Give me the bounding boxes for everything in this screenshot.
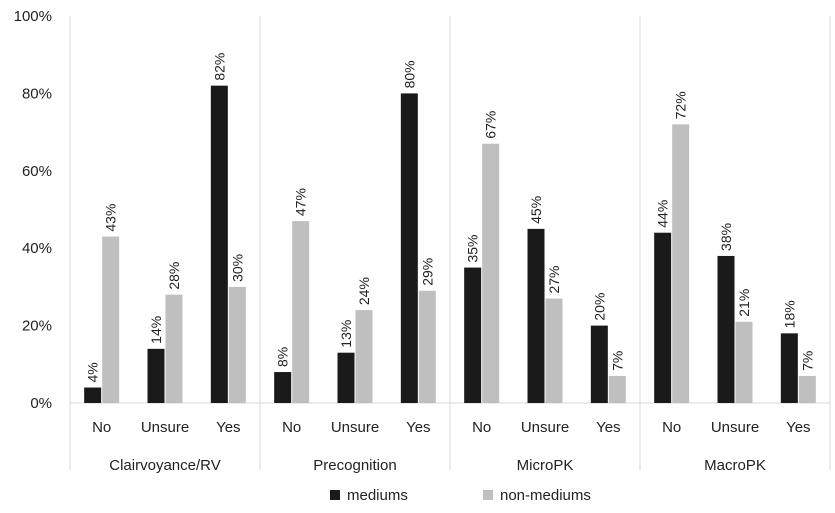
data-label: 13% bbox=[338, 320, 354, 348]
legend: mediums non-mediums bbox=[330, 487, 591, 504]
data-label: 24% bbox=[356, 277, 372, 305]
bar-non-mediums bbox=[798, 375, 816, 403]
group-label: Precognition bbox=[313, 457, 396, 474]
data-label: 28% bbox=[166, 262, 182, 290]
bar-non-mediums bbox=[418, 290, 436, 403]
data-label: 7% bbox=[609, 351, 625, 371]
category-label: Unsure bbox=[521, 419, 569, 436]
data-label: 7% bbox=[799, 351, 815, 371]
bar-mediums bbox=[337, 352, 355, 403]
bar-mediums bbox=[147, 348, 165, 403]
category-label: Yes bbox=[406, 419, 430, 436]
bar-mediums bbox=[654, 232, 672, 403]
data-label: 35% bbox=[465, 235, 481, 263]
bar-non-mediums bbox=[545, 298, 563, 403]
category-label: No bbox=[472, 419, 491, 436]
bar-non-mediums bbox=[672, 124, 690, 404]
bar-mediums bbox=[84, 387, 102, 403]
y-tick-label: 60% bbox=[22, 163, 52, 180]
data-label: 27% bbox=[546, 265, 562, 293]
bars: 4% 43% 14% 28% 82% 30% 8% 47% 13%24% 80% 29% 35% 67%… bbox=[84, 53, 816, 404]
bar-mediums bbox=[780, 333, 798, 403]
category-label: Yes bbox=[216, 419, 240, 436]
data-label: 44% bbox=[655, 200, 671, 228]
data-label: 20% bbox=[591, 293, 607, 321]
data-label: 80% bbox=[401, 60, 417, 88]
bar-non-mediums bbox=[608, 375, 626, 403]
bar-non-mediums bbox=[355, 310, 373, 403]
data-label: 38% bbox=[718, 223, 734, 251]
axes: 0% 20% 40% 60% 80% 100% No Unsure Yes Clairvoyanc… bbox=[14, 8, 831, 474]
bar-non-mediums bbox=[735, 321, 753, 403]
bar-non-mediums bbox=[482, 143, 500, 403]
y-tick-label: 100% bbox=[14, 8, 52, 25]
bar-mediums bbox=[210, 85, 228, 403]
bar-mediums bbox=[527, 228, 545, 403]
y-tick-label: 80% bbox=[22, 85, 52, 102]
bar-mediums bbox=[274, 372, 292, 403]
data-label: 67% bbox=[483, 111, 499, 139]
data-label: 72% bbox=[673, 91, 689, 119]
data-label: 18% bbox=[781, 300, 797, 328]
group-label: MacroPK bbox=[704, 457, 766, 474]
data-label: 45% bbox=[528, 196, 544, 224]
y-tick-label: 20% bbox=[22, 318, 52, 335]
y-tick-label: 0% bbox=[30, 395, 52, 412]
category-label: Unsure bbox=[711, 419, 759, 436]
data-label: 82% bbox=[211, 53, 227, 81]
category-label: No bbox=[92, 419, 111, 436]
legend-swatch-mediums bbox=[330, 490, 340, 500]
group-label: MicroPK bbox=[517, 457, 574, 474]
bar-non-mediums bbox=[292, 221, 310, 403]
bar-mediums bbox=[400, 93, 418, 404]
legend-label: non-mediums bbox=[500, 487, 591, 504]
bar-mediums bbox=[717, 255, 735, 403]
legend-label: mediums bbox=[347, 487, 408, 504]
category-label: No bbox=[662, 419, 681, 436]
data-label: 29% bbox=[419, 258, 435, 286]
data-label: 4% bbox=[85, 362, 101, 382]
category-label: Unsure bbox=[331, 419, 379, 436]
y-tick-label: 40% bbox=[22, 240, 52, 257]
category-label: Unsure bbox=[141, 419, 189, 436]
data-label: 21% bbox=[736, 289, 752, 317]
category-label: No bbox=[282, 419, 301, 436]
data-label: 8% bbox=[275, 347, 291, 367]
bar-mediums bbox=[590, 325, 608, 403]
category-label: Yes bbox=[596, 419, 620, 436]
bar-non-mediums bbox=[228, 286, 246, 403]
data-label: 14% bbox=[148, 316, 164, 344]
legend-swatch-non-mediums bbox=[483, 490, 493, 500]
bar-mediums bbox=[464, 267, 482, 403]
bar-non-mediums bbox=[165, 294, 183, 403]
bar-non-mediums bbox=[102, 236, 120, 403]
category-label: Yes bbox=[786, 419, 810, 436]
data-label: 43% bbox=[103, 204, 119, 232]
group-label: Clairvoyance/RV bbox=[109, 457, 220, 474]
data-label: 47% bbox=[293, 188, 309, 216]
data-label: 30% bbox=[229, 254, 245, 282]
